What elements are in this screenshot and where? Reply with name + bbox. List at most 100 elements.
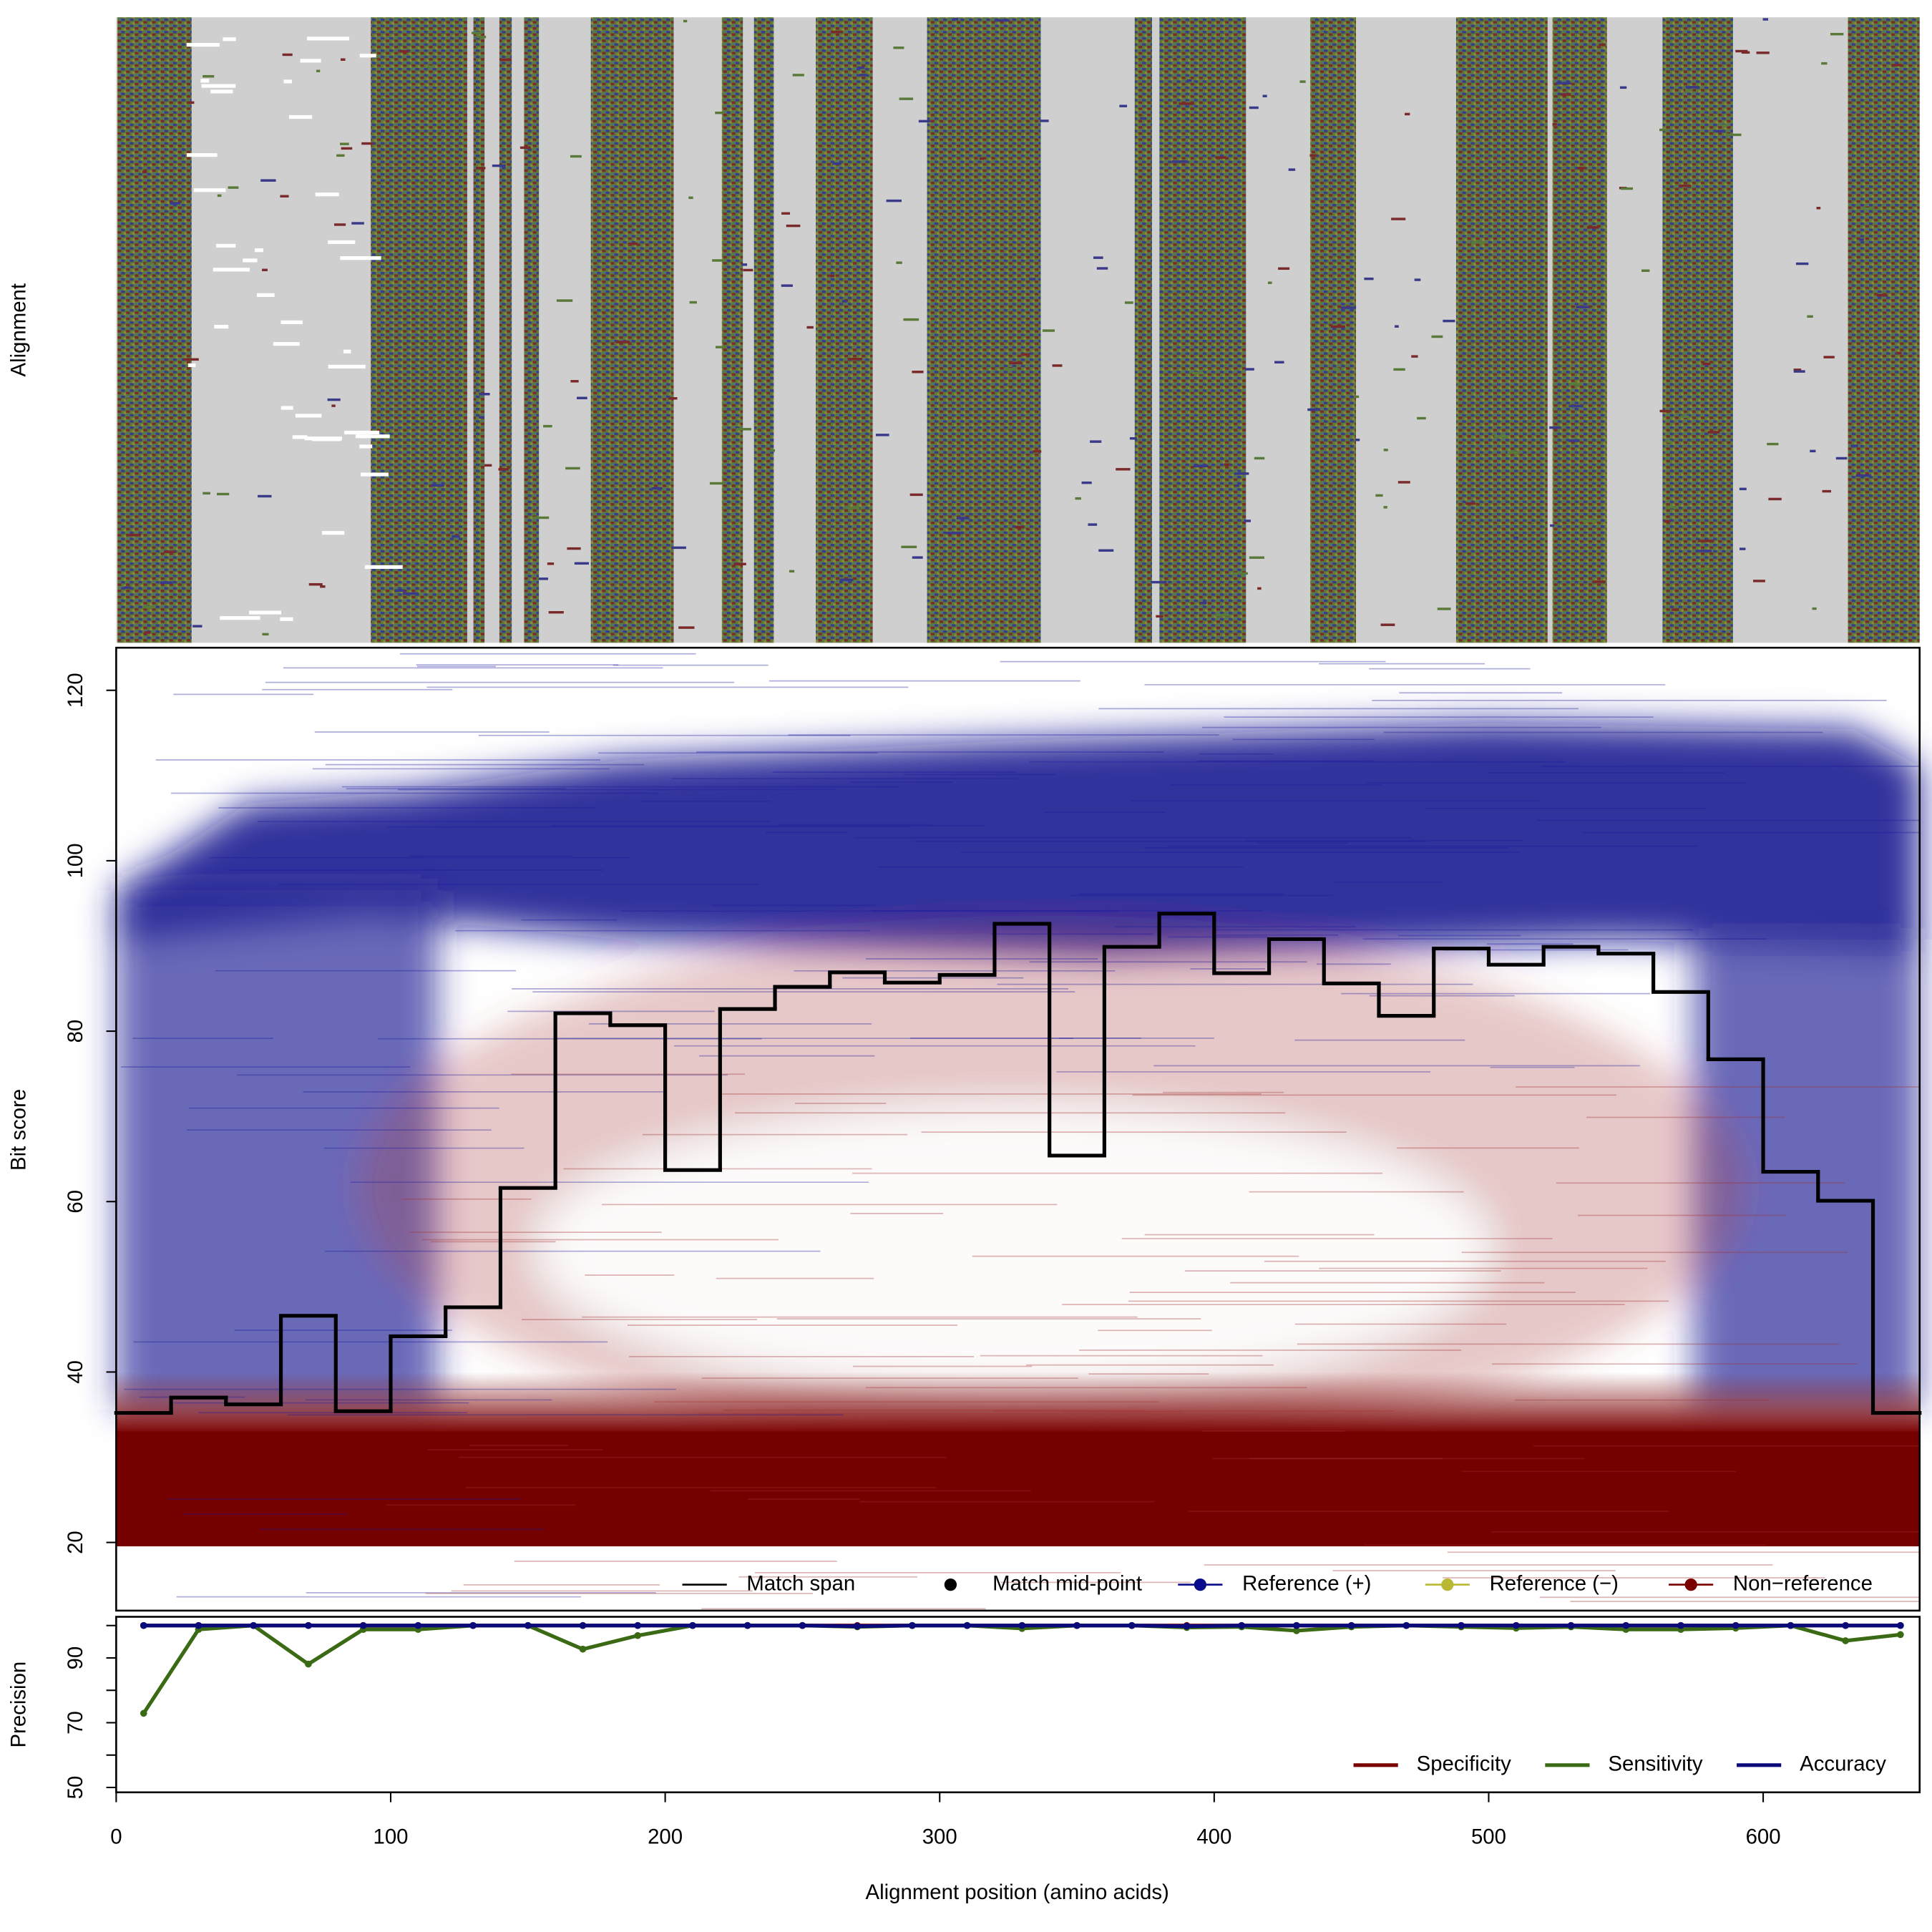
- x-tick-label: 100: [373, 1825, 408, 1848]
- alignment-fragment: [1582, 519, 1596, 522]
- alignment-fragment: [1795, 262, 1809, 265]
- alignment-gap: [328, 240, 356, 245]
- alignment-gap: [359, 444, 373, 449]
- alignment-fragment: [479, 416, 484, 419]
- alignment-fragment: [1249, 106, 1259, 109]
- alignment-fragment: [1876, 293, 1888, 297]
- alignment-fragment: [394, 589, 405, 592]
- alignment-fragment: [1568, 439, 1580, 442]
- alignment-fragment: [1659, 409, 1672, 413]
- alignment-fragment: [1823, 356, 1835, 358]
- series-point: [305, 1660, 312, 1668]
- series-point: [1128, 1621, 1136, 1629]
- alignment-fragment: [1278, 267, 1290, 270]
- alignment-fragment: [1129, 436, 1137, 440]
- alignment-fragment: [1822, 489, 1831, 493]
- alignment-fragment: [1096, 267, 1108, 270]
- series-point: [1293, 1621, 1300, 1629]
- alignment-fragment: [1672, 608, 1679, 611]
- alignment-fragment: [1414, 278, 1421, 281]
- alignment-fragment: [781, 284, 793, 287]
- alignment-fragment: [1042, 329, 1055, 332]
- alignment-fragment: [1821, 62, 1828, 65]
- alignment-fragment: [217, 194, 222, 197]
- alignment-fragment: [1577, 167, 1586, 170]
- alignment-fragment: [1191, 371, 1204, 375]
- alignment-fragment: [715, 111, 723, 114]
- alignment-fragment: [806, 326, 814, 329]
- y-tick-label: 20: [64, 1531, 87, 1554]
- alignment-fragment: [893, 47, 904, 49]
- alignment-band: [753, 17, 774, 643]
- alignment-fragment: [341, 147, 353, 150]
- alignment-fragment: [1431, 335, 1443, 338]
- alignment-gap: [223, 37, 236, 42]
- plot-frame: [115, 1616, 1921, 1794]
- alignment-gap: [355, 434, 390, 439]
- y-tick-label: 120: [64, 673, 87, 708]
- alignment-fragment: [1679, 184, 1692, 187]
- series-point: [579, 1621, 587, 1629]
- alignment-fragment: [830, 30, 844, 34]
- alignment-gap: [322, 531, 345, 535]
- alignment-gap: [220, 616, 260, 620]
- alignment-fragment: [1333, 367, 1340, 371]
- alignment-fragment: [476, 167, 486, 170]
- alignment-fragment: [327, 398, 341, 401]
- alignment-gap: [359, 54, 376, 58]
- alignment-fragment: [1015, 525, 1025, 529]
- alignment-band: [927, 17, 1041, 643]
- alignment-fragment: [1855, 474, 1871, 477]
- series-point: [1842, 1621, 1849, 1629]
- alignment-gap: [344, 430, 380, 435]
- alignment-fragment: [1004, 368, 1018, 371]
- alignment-fragment: [144, 631, 151, 634]
- alignment-fragment: [574, 562, 589, 565]
- alignment-fragment: [733, 562, 746, 566]
- alignment-fragment: [361, 142, 374, 145]
- alignment-fragment: [1664, 519, 1671, 523]
- y-tick-label: 60: [64, 1190, 87, 1214]
- alignment-gap: [280, 617, 293, 621]
- alignment-fragment: [909, 493, 923, 497]
- alignment-fragment: [857, 66, 865, 69]
- alignment-fragment: [1262, 94, 1267, 97]
- series-point: [1347, 1621, 1355, 1629]
- series-point: [1238, 1621, 1246, 1629]
- alignment-fragment: [484, 464, 492, 467]
- alignment-fragment: [1812, 607, 1817, 610]
- y-tick-label: 80: [64, 1020, 87, 1043]
- alignment-fragment: [258, 494, 272, 498]
- alignment-fragment: [334, 223, 346, 226]
- alignment-fragment: [402, 592, 419, 595]
- cloud-shapes: [116, 723, 1920, 1447]
- alignment-fragment: [912, 371, 924, 374]
- alignment-fragment: [1437, 608, 1451, 610]
- alignment-fragment: [1685, 86, 1700, 89]
- alignment-fragment: [859, 74, 867, 77]
- alignment-fragment: [1090, 440, 1102, 443]
- alignment-band: [1848, 17, 1920, 643]
- series-point: [1293, 1627, 1300, 1634]
- alignment-fragment: [1556, 82, 1571, 85]
- alignment-fragment: [1383, 506, 1387, 509]
- x-tick-label: 300: [922, 1825, 957, 1848]
- series-point: [579, 1645, 587, 1653]
- alignment-fragment: [947, 532, 963, 535]
- alignment-fragment: [1020, 353, 1030, 356]
- alignment-fragment: [716, 346, 727, 348]
- alignment-gap: [315, 192, 339, 197]
- alignment-fragment: [975, 331, 980, 334]
- series-point: [1787, 1621, 1795, 1629]
- nonref-band: [116, 1431, 1920, 1547]
- alignment-fragment: [709, 482, 723, 485]
- alignment-fragment: [1098, 549, 1114, 552]
- alignment-gap: [213, 268, 250, 272]
- alignment-fragment: [743, 268, 753, 272]
- alignment-gap: [280, 406, 293, 410]
- alignment-fragment: [1215, 613, 1229, 617]
- alignment-fragment: [1894, 40, 1900, 43]
- alignment-fragment: [163, 550, 176, 553]
- alignment-fragment: [1767, 442, 1779, 446]
- alignment-fragment: [1685, 89, 1693, 92]
